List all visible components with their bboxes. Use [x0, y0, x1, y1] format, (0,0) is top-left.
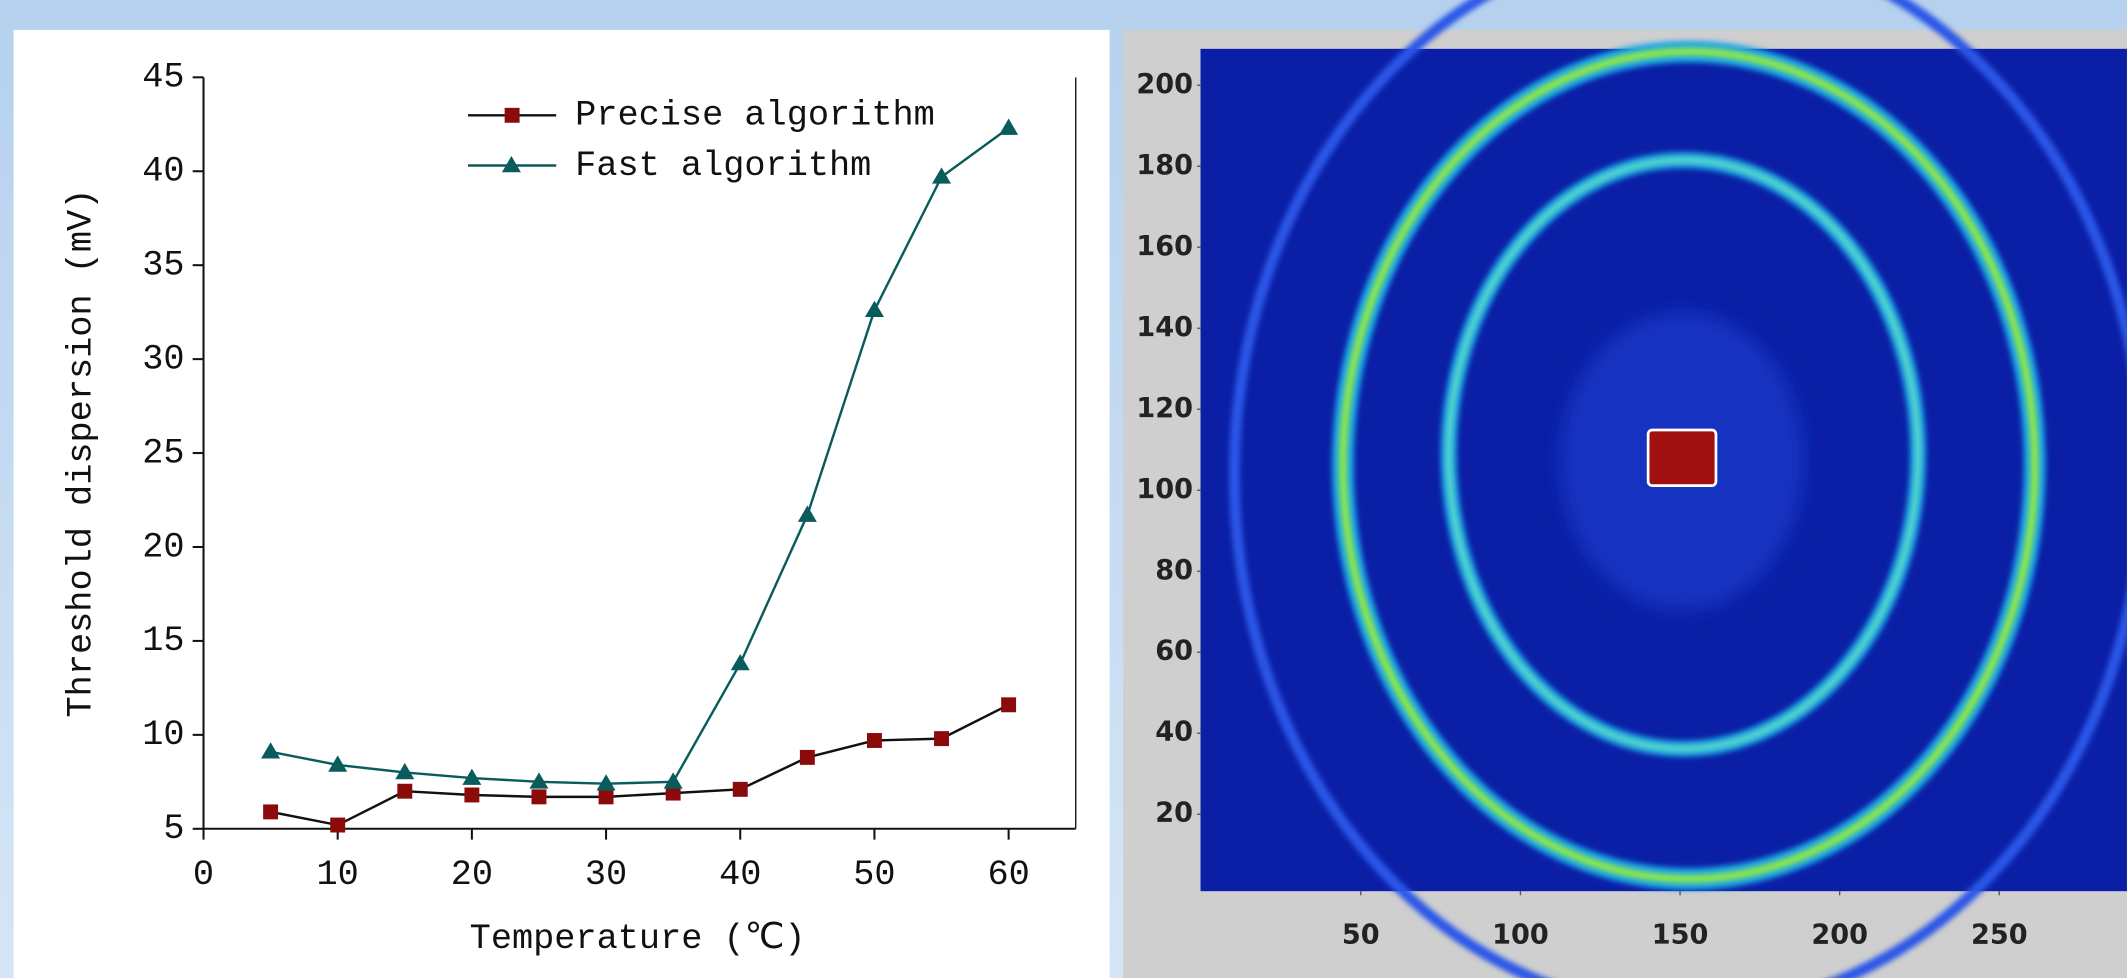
data-point: [932, 167, 952, 184]
heatmap-panel: 20 40 60 80 100 120 140 160 180 200 50 100 150 200 250: [1123, 0, 2127, 978]
data-point: [663, 772, 683, 789]
x-tick-label: 30: [585, 855, 627, 895]
y-tick-label: 80: [1155, 555, 1193, 586]
line-chart-panel: 5 10 15 20 25 30 35 40 45 0 10 20 30 40 50 60 Temperatur…: [13, 29, 1110, 978]
x-tick-label: 250: [1971, 919, 2028, 950]
inner-ring-core: [1446, 157, 1921, 752]
data-point: [799, 749, 815, 765]
y-tick-label: 200: [1136, 69, 1193, 100]
data-point: [395, 762, 415, 780]
data-point: [999, 118, 1019, 135]
legend-label: Fast algorithm: [575, 146, 871, 186]
y-tick-label: 30: [142, 339, 184, 379]
data-point: [732, 781, 748, 797]
data-point: [397, 783, 413, 799]
data-point: [263, 804, 279, 820]
data-point: [797, 505, 817, 522]
x-tick-label: 0: [193, 855, 214, 895]
y-tick-label: 15: [142, 621, 184, 661]
data-point: [261, 742, 281, 759]
y-tick-label: 60: [1155, 636, 1193, 667]
data-point: [934, 731, 949, 747]
legend-label: Precise algorithm: [575, 96, 935, 136]
y-tick-label: 180: [1136, 150, 1193, 181]
legend-marker: [501, 155, 521, 173]
y-axis-label: Threshold dispersion (mV): [62, 189, 102, 718]
data-point: [529, 772, 549, 789]
y-tick-label: 10: [142, 715, 184, 755]
y-tick-label: 120: [1136, 393, 1193, 424]
x-tick-label: 50: [1342, 919, 1380, 950]
panel: [13, 29, 1110, 978]
data-point: [1001, 697, 1017, 713]
legend-marker: [504, 107, 520, 123]
series-line: [270, 703, 1010, 827]
data-point: [462, 768, 482, 785]
x-axis-label: Temperature (℃): [470, 919, 806, 959]
x-tick-label: 100: [1492, 919, 1549, 950]
x-tick-label: 10: [317, 855, 359, 895]
diffraction-rings: [1229, 0, 2127, 978]
data-point: [665, 785, 681, 801]
y-tick-label: 20: [142, 527, 184, 567]
data-point: [866, 733, 882, 748]
y-tick-label: 40: [142, 152, 184, 192]
beam-stop: [1646, 428, 1718, 487]
y-tick-label: 160: [1136, 231, 1193, 262]
y-tick-label: 20: [1155, 798, 1193, 829]
y-tick-label: 40: [1155, 717, 1193, 748]
data-point: [598, 789, 614, 805]
y-tick-label: 35: [142, 245, 184, 285]
x-tick-label: 50: [853, 855, 895, 895]
outer-ring: [1229, 0, 2127, 978]
series-line: [270, 127, 1010, 785]
y-tick-label: 5: [163, 809, 184, 849]
y-tick-label: 45: [142, 58, 184, 98]
data-point: [531, 789, 547, 805]
x-tick-label: 20: [451, 855, 493, 895]
data-point: [864, 300, 884, 318]
x-tick-label: 200: [1811, 919, 1868, 950]
middle-ring-core: [1338, 47, 2039, 884]
data-point: [330, 817, 346, 833]
data-point: [464, 787, 480, 803]
y-tick-label: 140: [1136, 312, 1193, 343]
y-tick-label: 25: [142, 433, 184, 473]
data-point: [596, 774, 616, 791]
x-tick-label: 60: [987, 855, 1029, 895]
data-point: [328, 755, 348, 772]
x-tick-label: 40: [719, 855, 761, 895]
y-tick-label: 100: [1136, 474, 1193, 505]
data-point: [730, 653, 750, 671]
x-tick-label: 150: [1652, 919, 1709, 950]
